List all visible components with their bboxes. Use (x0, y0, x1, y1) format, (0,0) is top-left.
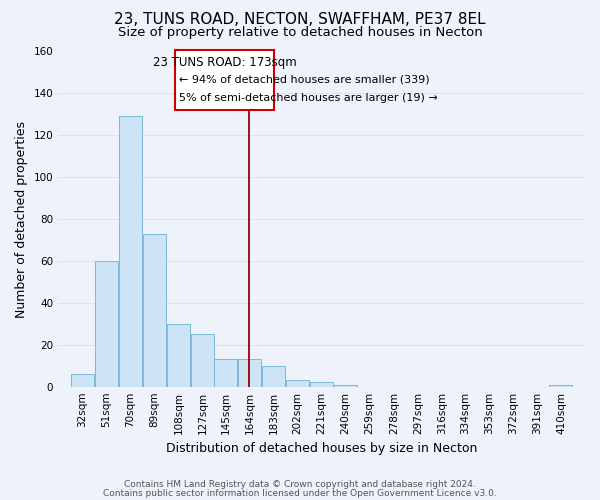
Bar (167, 324, 190, 386)
Text: Contains public sector information licensed under the Open Government Licence v3: Contains public sector information licen… (103, 488, 497, 498)
Bar (310, 382, 333, 386)
Text: 5% of semi-detached houses are larger (19) →: 5% of semi-detached houses are larger (1… (179, 94, 438, 104)
Text: Size of property relative to detached houses in Necton: Size of property relative to detached ho… (118, 26, 482, 39)
Y-axis label: Number of detached properties: Number of detached properties (15, 120, 28, 318)
Bar (238, 360, 261, 386)
Text: Contains HM Land Registry data © Crown copyright and database right 2024.: Contains HM Land Registry data © Crown c… (124, 480, 476, 489)
Bar (119, 116, 142, 386)
Bar (214, 360, 237, 386)
Bar (175, 50, 274, 110)
Bar (95, 261, 118, 386)
X-axis label: Distribution of detached houses by size in Necton: Distribution of detached houses by size … (166, 442, 477, 455)
Bar (334, 384, 357, 386)
Bar (143, 234, 166, 386)
Text: ← 94% of detached houses are smaller (339): ← 94% of detached houses are smaller (33… (179, 74, 430, 85)
Bar (286, 380, 309, 386)
Bar (71, 374, 94, 386)
Bar (550, 384, 572, 386)
Bar (262, 366, 285, 386)
Bar (191, 334, 214, 386)
Text: 23, TUNS ROAD, NECTON, SWAFFHAM, PE37 8EL: 23, TUNS ROAD, NECTON, SWAFFHAM, PE37 8E… (114, 12, 486, 28)
Text: 23 TUNS ROAD: 173sqm: 23 TUNS ROAD: 173sqm (153, 56, 296, 68)
